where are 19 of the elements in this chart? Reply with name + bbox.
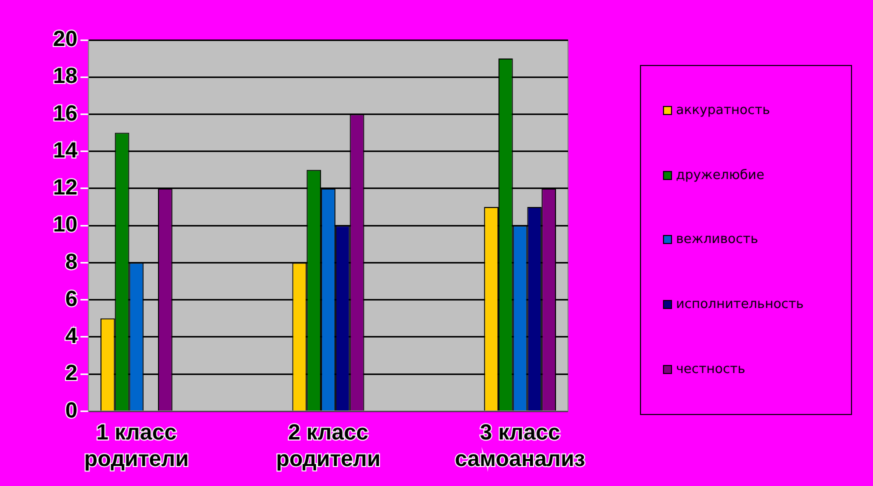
y-tick-label: 2 [65,360,78,386]
x-tick-label: 2 класс родители [276,419,381,471]
y-tick-label: 10 [52,212,78,237]
legend-label: дружелюбие [676,168,764,183]
legend-label: аккуратность [676,102,770,118]
y-tick-label: 4 [65,323,78,348]
y-tick-label: 18 [52,63,78,88]
y-tick-label: 16 [52,100,78,126]
x-tick-label: 1 класс родители [84,419,189,471]
legend-label: вежливость [676,232,758,248]
y-tick-label: 20 [52,26,78,52]
x-tick-label: 3 класс самоанализ [454,419,586,471]
legend-label: честность [676,362,746,378]
y-tick-label: 12 [52,174,78,200]
y-tick-label: 6 [65,286,78,311]
y-tick-label: 0 [65,397,78,422]
y-tick-label: 8 [65,248,78,274]
y-tick-label: 14 [52,137,78,162]
legend-label: исполнительность [676,297,804,312]
